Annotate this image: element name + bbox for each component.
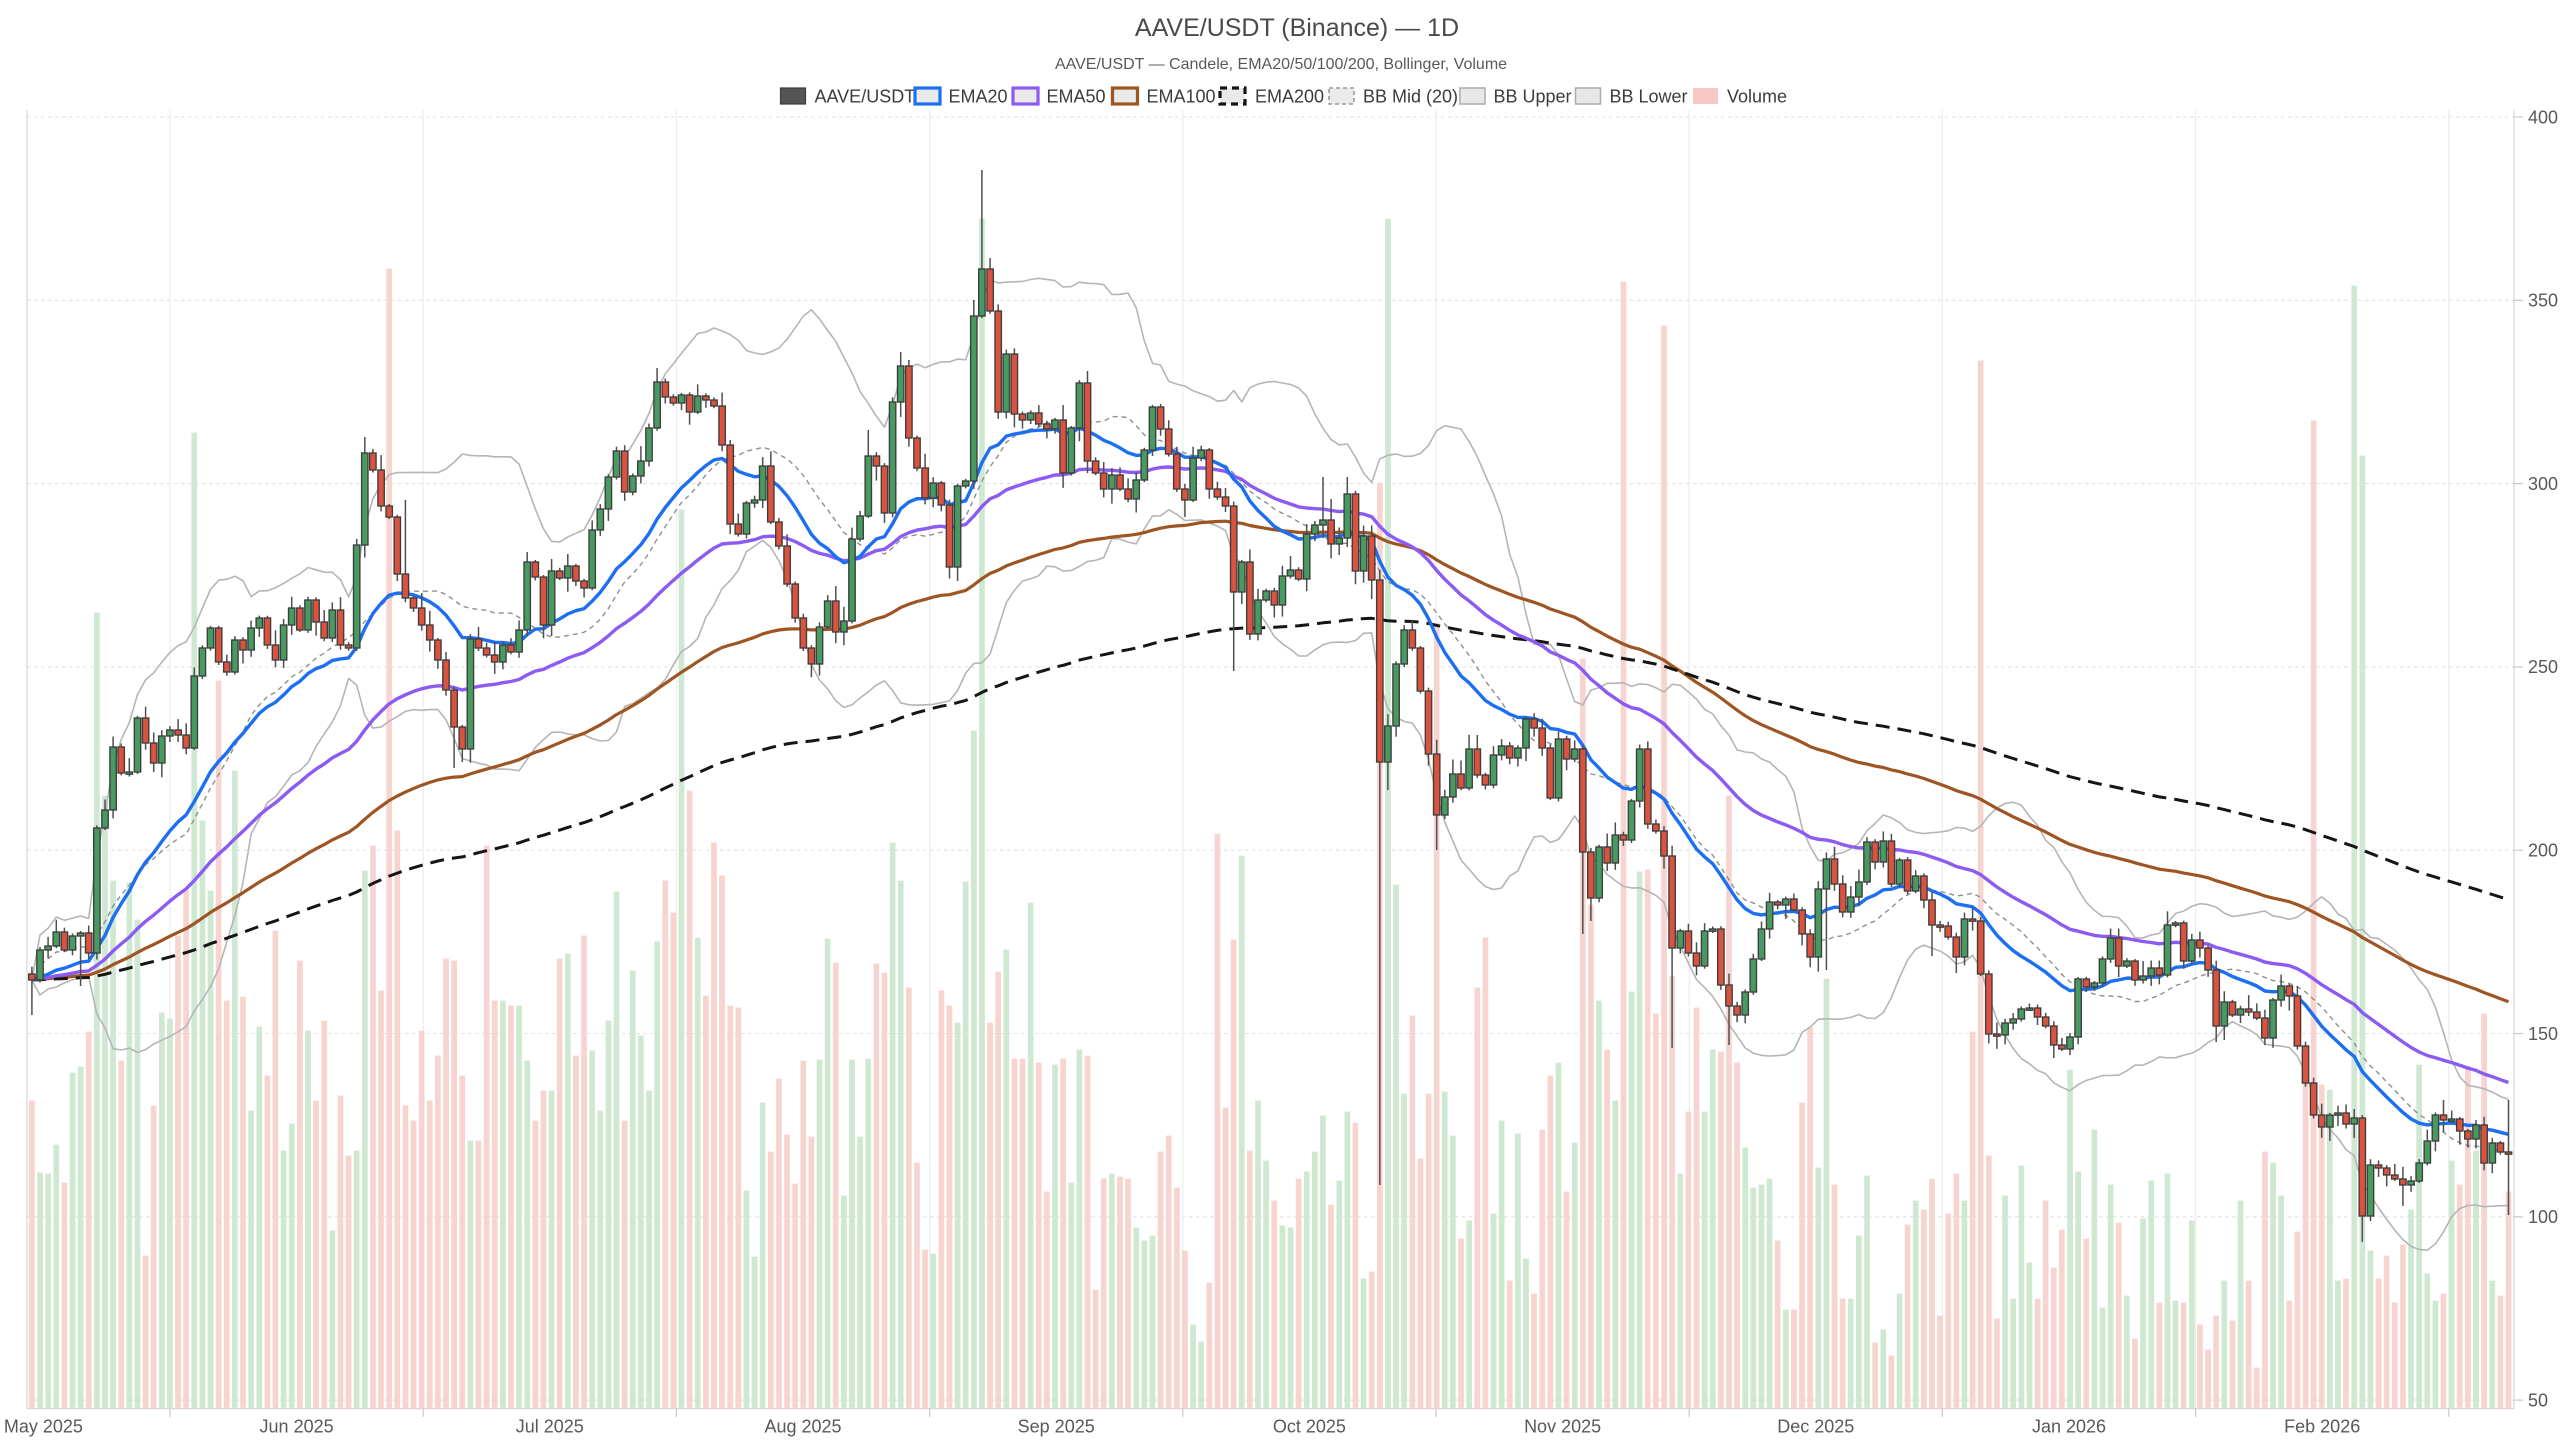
svg-text:400: 400 (2528, 107, 2558, 127)
svg-text:200: 200 (2528, 841, 2558, 861)
svg-text:Aug 2025: Aug 2025 (764, 1417, 841, 1437)
svg-text:AAVE/USDT — Candele, EMA20/50/: AAVE/USDT — Candele, EMA20/50/100/200, B… (1055, 56, 1507, 73)
svg-text:BB Lower: BB Lower (1610, 87, 1688, 107)
svg-text:Volume: Volume (1727, 87, 1787, 107)
svg-text:Dec 2025: Dec 2025 (1777, 1417, 1854, 1437)
svg-text:Sep 2025: Sep 2025 (1018, 1417, 1095, 1437)
svg-text:Jun 2025: Jun 2025 (260, 1417, 334, 1437)
svg-text:Jan 2026: Jan 2026 (2032, 1417, 2106, 1437)
svg-text:50: 50 (2528, 1390, 2548, 1410)
svg-text:AAVE/USDT (Binance) — 1D: AAVE/USDT (Binance) — 1D (1135, 14, 1459, 42)
svg-text:Nov 2025: Nov 2025 (1524, 1417, 1601, 1437)
svg-text:BB Mid (20): BB Mid (20) (1363, 87, 1458, 107)
svg-text:Oct 2025: Oct 2025 (1273, 1417, 1346, 1437)
svg-text:EMA20: EMA20 (949, 87, 1008, 107)
svg-text:150: 150 (2528, 1024, 2558, 1044)
svg-text:350: 350 (2528, 291, 2558, 311)
svg-text:300: 300 (2528, 474, 2558, 494)
svg-text:BB Upper: BB Upper (1494, 87, 1572, 107)
svg-text:Feb 2026: Feb 2026 (2284, 1417, 2360, 1437)
svg-text:250: 250 (2528, 657, 2558, 677)
svg-text:May 2025: May 2025 (4, 1417, 83, 1437)
svg-text:EMA50: EMA50 (1047, 87, 1106, 107)
svg-text:EMA100: EMA100 (1147, 87, 1216, 107)
svg-text:AAVE/USDT: AAVE/USDT (815, 87, 916, 107)
svg-text:100: 100 (2528, 1207, 2558, 1227)
svg-text:Jul 2025: Jul 2025 (516, 1417, 584, 1437)
svg-text:EMA200: EMA200 (1255, 87, 1324, 107)
